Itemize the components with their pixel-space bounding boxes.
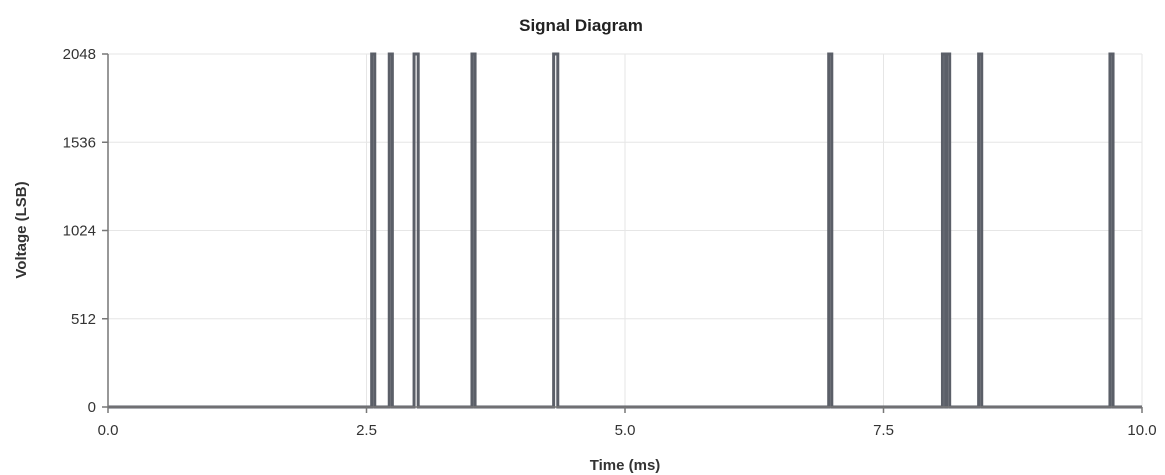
x-tick-label: 2.5 [356,422,377,439]
x-tick-label: 0.0 [98,422,119,439]
x-axis-label: Time (ms) [590,457,661,474]
x-tick-label: 5.0 [615,422,636,439]
y-tick-label: 1024 [63,223,96,240]
grid [107,53,1143,408]
tick-labels: 0.0 2.5 5.0 7.5 10.0 0 512 1024 1536 2048 [63,46,1157,439]
axes [102,53,1143,413]
y-axis-label: Voltage (LSB) [13,181,30,278]
x-tick-label: 10.0 [1127,422,1156,439]
y-tick-label: 2048 [63,46,96,63]
y-tick-label: 512 [71,311,96,328]
y-tick-label: 0 [88,399,96,416]
y-tick-label: 1536 [63,134,96,151]
x-tick-label: 7.5 [873,422,894,439]
chart-title: Signal Diagram [519,16,643,35]
